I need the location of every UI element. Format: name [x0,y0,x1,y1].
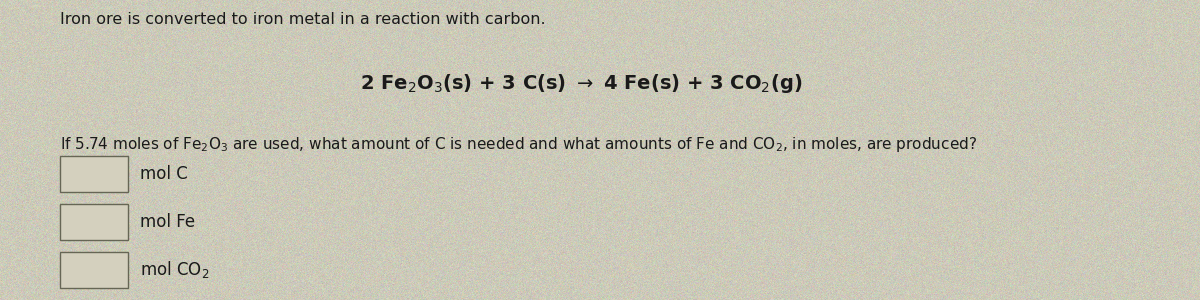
Text: Iron ore is converted to iron metal in a reaction with carbon.: Iron ore is converted to iron metal in a… [60,12,546,27]
Text: If 5.74 moles of Fe$_2$O$_3$ are used, what amount of C is needed and what amoun: If 5.74 moles of Fe$_2$O$_3$ are used, w… [60,135,977,154]
Text: mol CO$_2$: mol CO$_2$ [140,260,210,280]
Text: mol C: mol C [140,165,188,183]
FancyBboxPatch shape [60,156,128,192]
Text: mol Fe: mol Fe [140,213,196,231]
FancyBboxPatch shape [60,204,128,240]
Text: 2 Fe$_2$O$_3$(s) + 3 C(s) $\rightarrow$ 4 Fe(s) + 3 CO$_2$(g): 2 Fe$_2$O$_3$(s) + 3 C(s) $\rightarrow$ … [360,72,803,95]
FancyBboxPatch shape [60,252,128,288]
